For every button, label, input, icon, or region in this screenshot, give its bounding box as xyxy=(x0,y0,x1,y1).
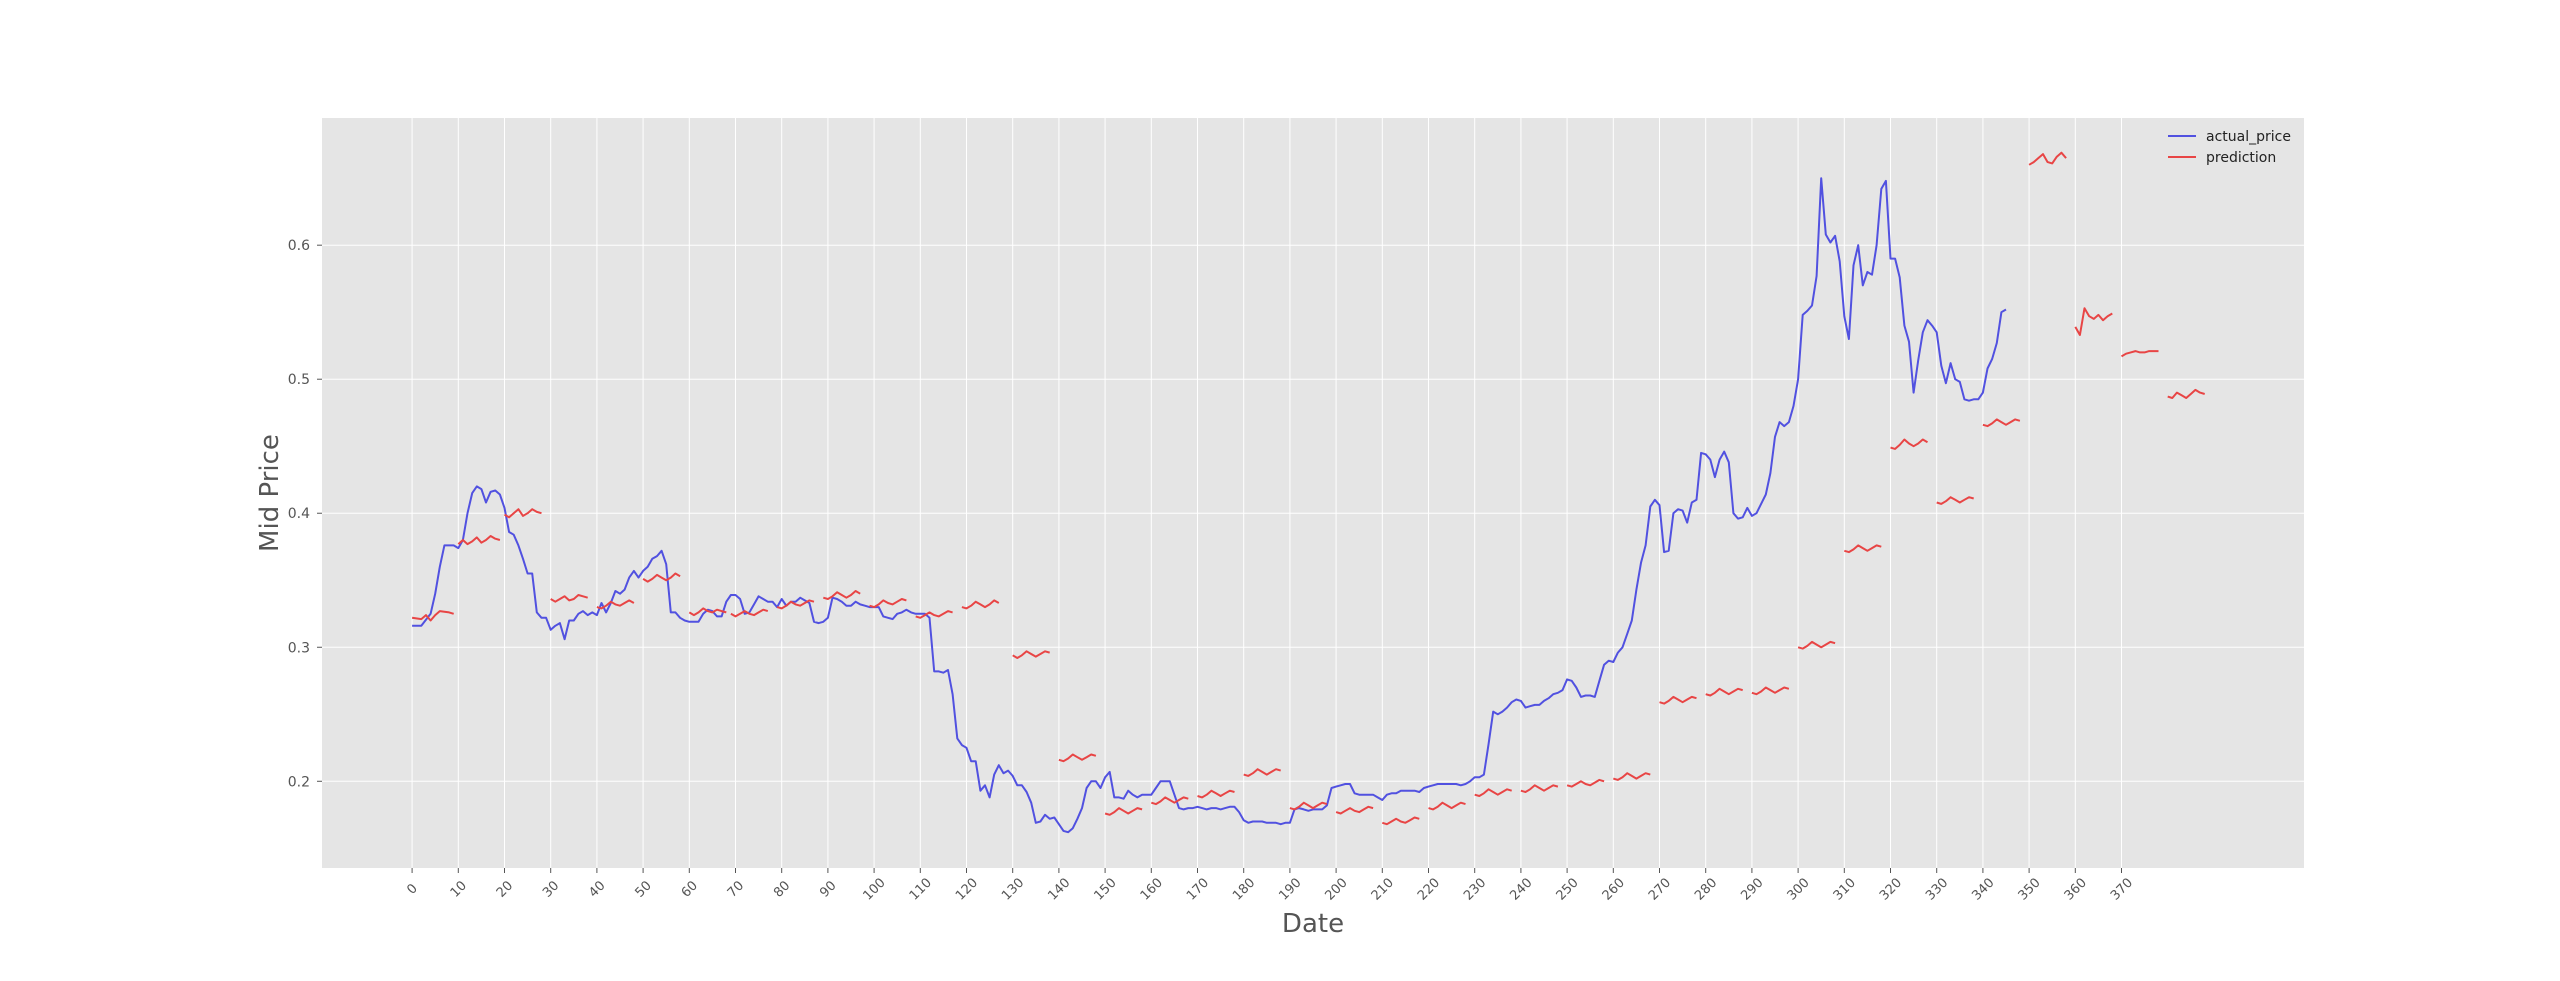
x-tick-label: 230 xyxy=(1461,875,1489,903)
series-line-prediction xyxy=(1382,816,1420,826)
plot-background xyxy=(322,118,2304,868)
series-line-prediction xyxy=(961,599,1000,610)
x-tick-label: 370 xyxy=(2108,875,2136,903)
x-axis-label: Date xyxy=(1282,909,1344,939)
series-line-prediction xyxy=(1890,438,1928,450)
legend: actual_price prediction xyxy=(2157,121,2299,173)
series-line-prediction xyxy=(1982,418,2021,428)
series-line-prediction xyxy=(550,594,588,603)
series-line-prediction xyxy=(1151,796,1189,806)
series-line-prediction xyxy=(1012,650,1050,659)
series-line-prediction xyxy=(1705,687,1743,697)
series-line-prediction xyxy=(1197,789,1235,799)
series-line-prediction xyxy=(1289,801,1328,811)
series-line-prediction xyxy=(1058,753,1097,763)
x-tick-label: 20 xyxy=(494,878,516,900)
x-tick-label: 360 xyxy=(2062,875,2090,903)
x-tick-label: 220 xyxy=(1415,875,1443,903)
x-tick-label: 240 xyxy=(1507,875,1535,903)
series-line-prediction xyxy=(688,607,727,617)
x-tick-label: 170 xyxy=(1184,875,1212,903)
y-tick-label: 0.2 xyxy=(288,774,310,790)
series-line-prediction xyxy=(2028,151,2067,166)
x-tick-label: 60 xyxy=(679,878,701,900)
series-layer xyxy=(411,151,2205,834)
x-tick-label: 100 xyxy=(861,875,889,903)
series-line-prediction xyxy=(2074,307,2113,336)
series-line-prediction xyxy=(1797,640,1836,650)
x-tick-label: 160 xyxy=(1138,875,1166,903)
series-line-actual-price xyxy=(412,177,2007,834)
series-line-prediction xyxy=(1659,695,1697,705)
x-tick-label: 140 xyxy=(1045,875,1073,903)
x-tick-label: 310 xyxy=(1831,875,1859,903)
y-tick-label: 0.3 xyxy=(288,640,310,656)
x-tick-label: 40 xyxy=(586,878,608,900)
x-tick-label: 10 xyxy=(448,878,470,900)
x-tick-label: 260 xyxy=(1600,875,1628,903)
legend-label-prediction: prediction xyxy=(2206,150,2276,166)
x-tick-label: 200 xyxy=(1323,875,1351,903)
series-line-prediction xyxy=(1566,778,1605,788)
x-tick-label: 130 xyxy=(999,875,1027,903)
series-line-prediction xyxy=(596,599,635,610)
x-tick-label: 50 xyxy=(632,878,654,900)
legend-label-actual-price: actual_price xyxy=(2206,129,2291,145)
series-line-prediction xyxy=(1844,544,1882,554)
series-line-prediction xyxy=(869,598,907,609)
x-tick-label: 80 xyxy=(771,878,793,900)
x-tick-label: 210 xyxy=(1369,875,1397,903)
x-tick-label: 110 xyxy=(907,875,935,903)
x-tick-label: 30 xyxy=(540,878,562,900)
x-tick-label: 300 xyxy=(1785,875,1813,903)
x-tick-label: 120 xyxy=(953,875,981,903)
series-line-prediction xyxy=(915,610,953,619)
x-tick-label: 340 xyxy=(1969,875,1997,903)
series-line-prediction xyxy=(1936,496,1974,505)
y-axis-label: Mid Price xyxy=(255,434,285,552)
x-tick-label: 150 xyxy=(1092,875,1120,903)
x-tick-label: 320 xyxy=(1877,875,1905,903)
y-tick-label: 0.4 xyxy=(288,506,310,522)
series-line-prediction xyxy=(411,610,454,622)
x-tick-label: 190 xyxy=(1276,875,1304,903)
x-tick-label: 0 xyxy=(404,881,420,897)
series-line-prediction xyxy=(1613,772,1651,781)
series-line-prediction xyxy=(823,590,861,600)
series-line-prediction xyxy=(2167,388,2205,399)
x-tick-label: 90 xyxy=(817,878,839,900)
series-line-prediction xyxy=(503,508,542,519)
series-line-prediction xyxy=(642,572,681,583)
series-line-prediction xyxy=(457,535,501,546)
x-tick-label: 270 xyxy=(1646,875,1674,903)
series-line-prediction xyxy=(2120,350,2159,358)
series-line-prediction xyxy=(1520,784,1559,793)
grid-layer xyxy=(322,118,2304,868)
series-line-prediction xyxy=(730,608,769,618)
x-tick-label: 330 xyxy=(1923,875,1951,903)
x-tick-label: 290 xyxy=(1738,875,1766,903)
series-line-prediction xyxy=(1243,768,1281,777)
series-line-prediction xyxy=(1751,686,1790,696)
x-tick-label: 70 xyxy=(725,878,747,900)
y-tick-label: 0.5 xyxy=(288,372,310,388)
x-tick-label: 180 xyxy=(1230,875,1258,903)
legend-box xyxy=(2157,121,2299,173)
x-tick-label: 350 xyxy=(2016,875,2044,903)
series-line-prediction xyxy=(776,599,815,610)
series-line-prediction xyxy=(1335,805,1374,815)
series-line-prediction xyxy=(1474,788,1512,797)
x-tick-label: 250 xyxy=(1554,875,1582,903)
series-line-prediction xyxy=(1104,807,1143,816)
x-tick-label: 280 xyxy=(1692,875,1720,903)
y-tick-label: 0.6 xyxy=(288,238,310,254)
series-line-prediction xyxy=(1428,801,1466,811)
